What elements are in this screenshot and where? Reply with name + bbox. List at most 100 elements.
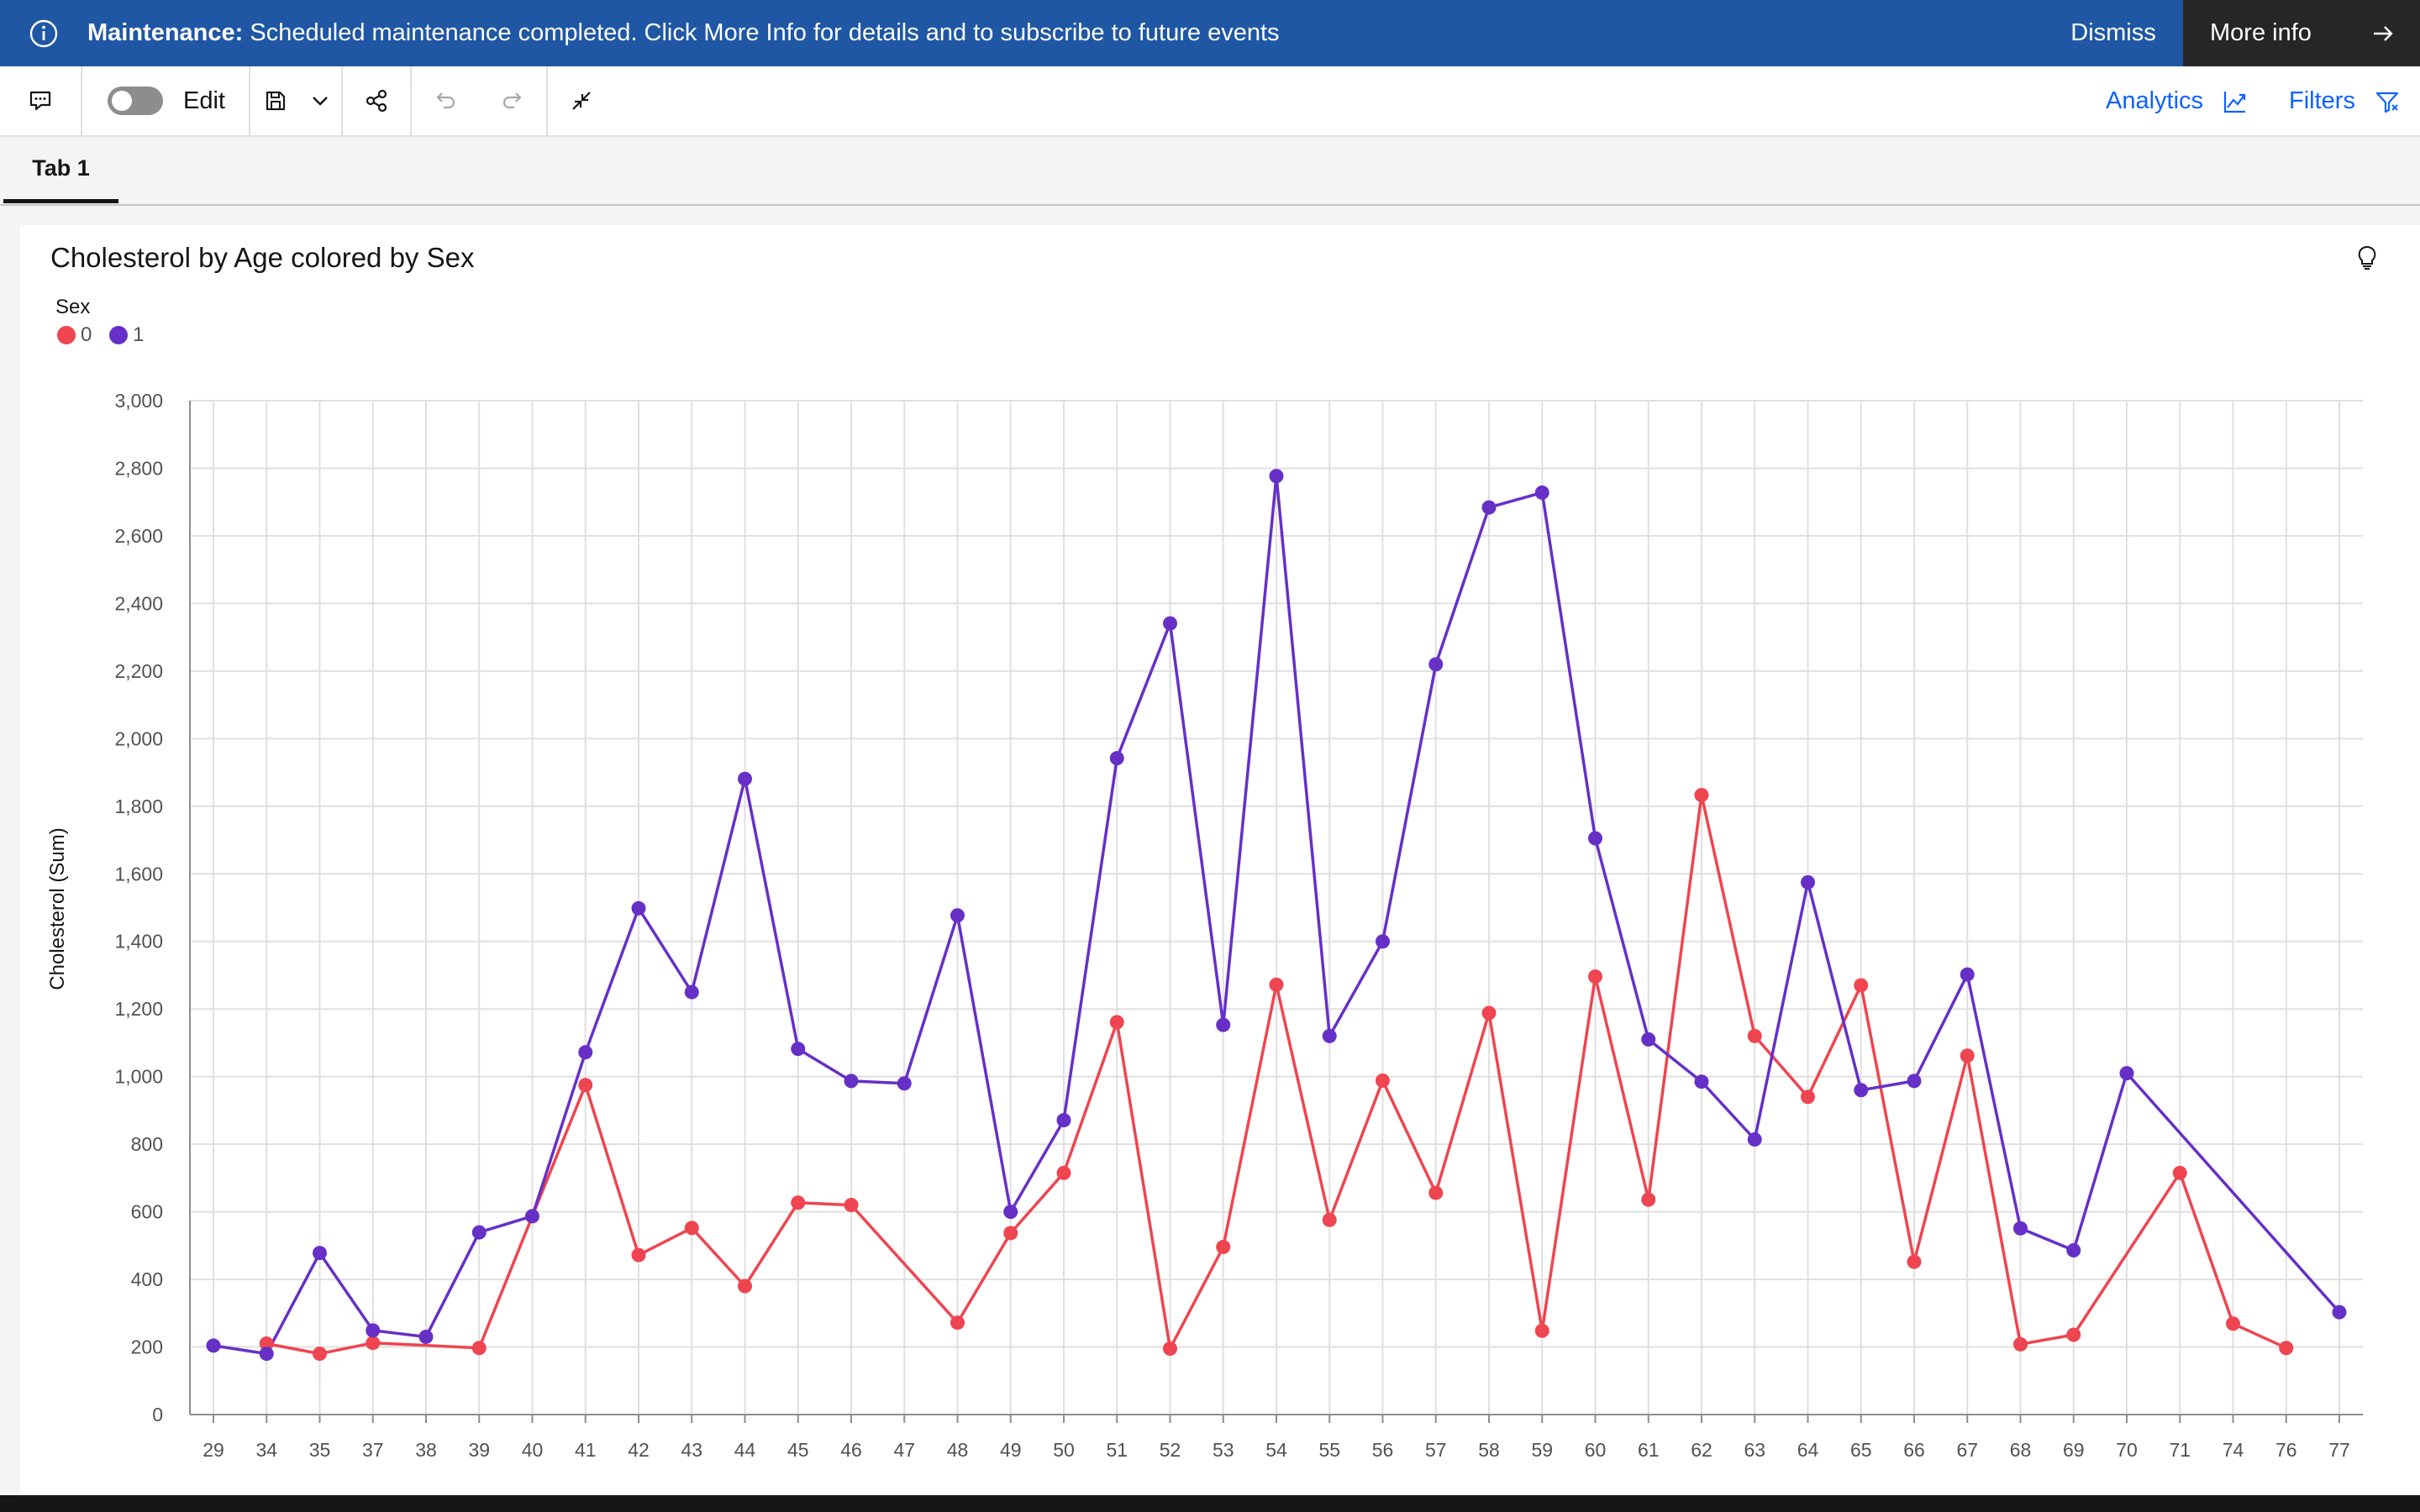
data-point-1[interactable] — [578, 1045, 593, 1060]
data-point-0[interactable] — [844, 1198, 859, 1213]
x-tick-label: 39 — [468, 1439, 490, 1461]
data-point-1[interactable] — [631, 900, 646, 916]
x-tick-label: 40 — [522, 1439, 544, 1461]
data-point-1[interactable] — [1747, 1132, 1762, 1147]
save-options-button[interactable] — [301, 66, 339, 135]
data-point-0[interactable] — [1907, 1254, 1922, 1269]
more-info-button[interactable]: More info — [2183, 0, 2420, 66]
data-point-1[interactable] — [259, 1347, 274, 1362]
data-point-1[interactable] — [2119, 1066, 2134, 1081]
collapse-button[interactable] — [548, 66, 615, 135]
data-point-1[interactable] — [1376, 934, 1390, 949]
share-button[interactable] — [343, 66, 410, 135]
data-point-1[interactable] — [1854, 1083, 1869, 1098]
data-point-1[interactable] — [471, 1225, 487, 1240]
data-point-0[interactable] — [1163, 1341, 1177, 1357]
x-tick-label: 64 — [1797, 1439, 1819, 1461]
data-point-1[interactable] — [2066, 1242, 2081, 1257]
data-point-0[interactable] — [259, 1336, 274, 1352]
dismiss-button[interactable]: Dismiss — [2070, 19, 2156, 46]
data-point-0[interactable] — [1641, 1192, 1656, 1207]
x-tick-label: 42 — [628, 1439, 650, 1461]
data-point-0[interactable] — [2172, 1165, 2187, 1180]
data-point-1[interactable] — [1960, 967, 1975, 982]
comment-button[interactable] — [0, 66, 81, 135]
data-point-1[interactable] — [1269, 469, 1284, 484]
x-tick-label: 44 — [734, 1439, 756, 1461]
data-point-0[interactable] — [313, 1347, 327, 1362]
data-point-1[interactable] — [2332, 1305, 2347, 1320]
data-point-1[interactable] — [1428, 657, 1444, 672]
data-point-1[interactable] — [1534, 485, 1549, 500]
data-point-1[interactable] — [1907, 1074, 1922, 1089]
data-point-0[interactable] — [738, 1278, 752, 1294]
data-point-1[interactable] — [791, 1042, 806, 1057]
data-point-1[interactable] — [525, 1209, 539, 1224]
data-point-0[interactable] — [950, 1315, 965, 1331]
redo-button[interactable] — [479, 66, 546, 135]
data-point-0[interactable] — [684, 1221, 699, 1236]
data-point-0[interactable] — [1747, 1028, 1762, 1043]
data-point-1[interactable] — [1641, 1032, 1656, 1047]
data-point-0[interactable] — [1801, 1089, 1815, 1105]
data-point-1[interactable] — [1216, 1017, 1231, 1032]
data-point-0[interactable] — [1109, 1015, 1124, 1030]
data-point-1[interactable] — [1481, 500, 1497, 515]
toolbar: Edit Ana — [0, 66, 2420, 137]
save-button[interactable] — [250, 66, 301, 135]
data-point-0[interactable] — [578, 1078, 593, 1093]
data-point-1[interactable] — [684, 984, 699, 1000]
data-point-1[interactable] — [2013, 1221, 2028, 1236]
data-point-1[interactable] — [950, 908, 965, 923]
undo-button[interactable] — [412, 66, 479, 135]
data-point-0[interactable] — [1376, 1073, 1390, 1088]
data-point-0[interactable] — [1534, 1323, 1549, 1338]
arrow-right-icon — [2374, 26, 2393, 41]
data-point-0[interactable] — [1481, 1005, 1497, 1021]
data-point-0[interactable] — [1694, 788, 1709, 803]
data-point-0[interactable] — [471, 1341, 487, 1356]
x-tick-label: 55 — [1318, 1439, 1340, 1461]
data-point-1[interactable] — [844, 1074, 859, 1089]
data-point-1[interactable] — [1003, 1205, 1018, 1220]
data-point-1[interactable] — [1056, 1113, 1071, 1128]
data-point-0[interactable] — [1322, 1212, 1337, 1227]
data-point-0[interactable] — [1216, 1239, 1231, 1254]
tab-1[interactable]: Tab 1 — [3, 137, 118, 203]
data-point-1[interactable] — [1109, 751, 1124, 766]
data-point-0[interactable] — [1588, 969, 1602, 984]
data-point-0[interactable] — [1056, 1165, 1071, 1180]
data-point-1[interactable] — [1163, 616, 1177, 631]
data-point-0[interactable] — [1854, 978, 1869, 993]
analytics-button[interactable]: Analytics — [2106, 66, 2249, 135]
filters-button[interactable]: Filters — [2289, 66, 2401, 135]
lightbulb-icon[interactable] — [2353, 244, 2381, 272]
data-point-0[interactable] — [1003, 1226, 1018, 1241]
edit-toggle[interactable] — [108, 87, 163, 115]
data-point-1[interactable] — [1588, 831, 1602, 846]
data-point-0[interactable] — [2279, 1341, 2294, 1356]
data-point-1[interactable] — [418, 1329, 434, 1344]
data-point-0[interactable] — [2013, 1336, 2028, 1352]
data-point-0[interactable] — [2066, 1327, 2081, 1342]
legend-item-1[interactable]: 1 — [109, 323, 144, 348]
data-point-1[interactable] — [897, 1076, 912, 1091]
data-point-0[interactable] — [1269, 977, 1284, 992]
data-point-0[interactable] — [2226, 1316, 2240, 1331]
data-point-0[interactable] — [1960, 1048, 1975, 1063]
data-point-1[interactable] — [1322, 1028, 1337, 1043]
data-point-0[interactable] — [791, 1195, 806, 1210]
data-point-1[interactable] — [366, 1323, 381, 1338]
legend-item-0[interactable]: 0 — [57, 323, 92, 348]
data-point-0[interactable] — [1428, 1185, 1444, 1200]
data-point-1[interactable] — [313, 1246, 327, 1261]
data-point-1[interactable] — [1694, 1074, 1709, 1089]
series-line-1 — [213, 474, 2341, 1356]
save-icon — [266, 91, 286, 111]
data-point-1[interactable] — [738, 771, 752, 786]
data-point-1[interactable] — [1801, 874, 1815, 890]
data-point-0[interactable] — [366, 1336, 381, 1351]
y-tick-label: 1,800 — [114, 795, 163, 817]
data-point-1[interactable] — [206, 1338, 221, 1353]
data-point-0[interactable] — [631, 1247, 646, 1263]
